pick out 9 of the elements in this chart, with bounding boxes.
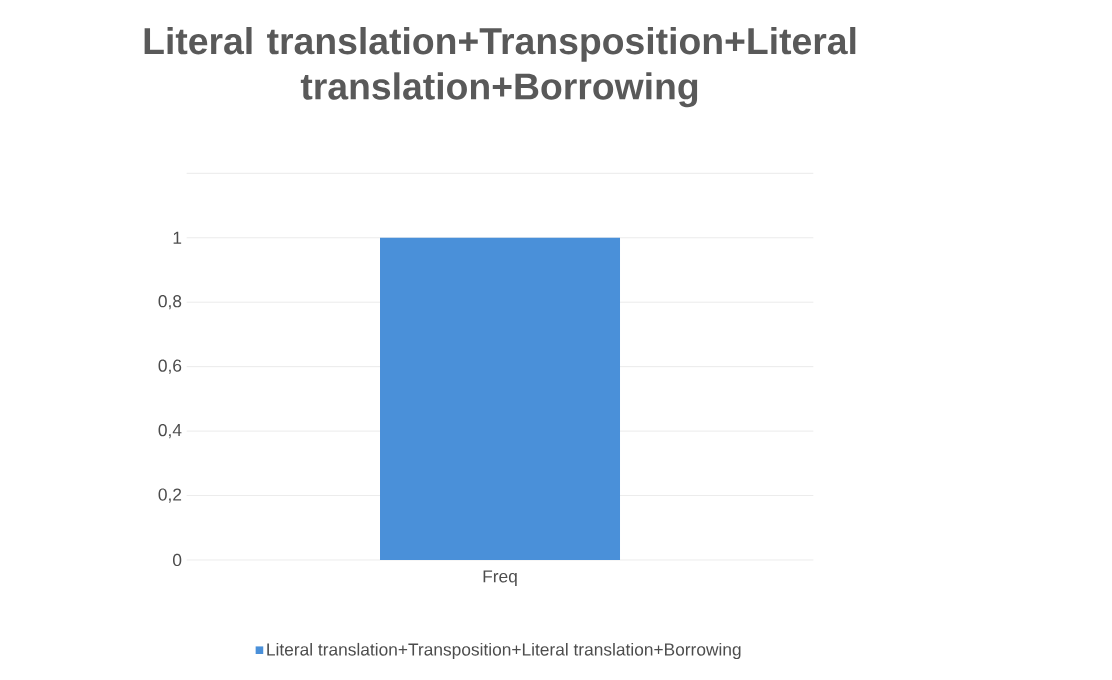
y-tick-label: 0: [172, 553, 182, 567]
y-tick-label: 1: [173, 231, 182, 244]
y-tick-label: 0,4: [158, 423, 182, 439]
y-tick-label: 0,8: [158, 295, 182, 310]
legend-label: Literal translation+Transposition+Literal translation+Borrowing: [267, 642, 741, 660]
y-tick-label: 0,6: [158, 359, 182, 374]
chart-title: Literal translation+Transposition+Literal translation+Borrowing: [144, 26, 856, 108]
y-tick-label: 0,2: [158, 488, 182, 503]
x-tick-label: Freq: [483, 570, 517, 586]
